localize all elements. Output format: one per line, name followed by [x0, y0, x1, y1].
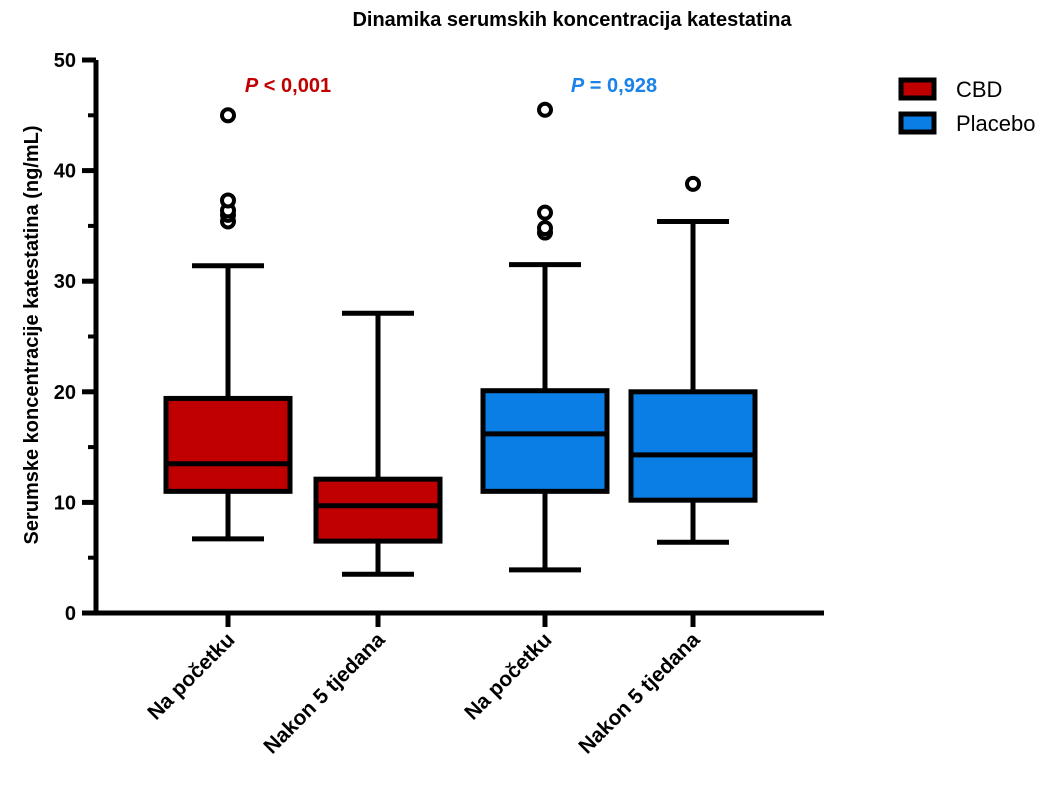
legend-label-cbd: CBD — [956, 77, 1002, 102]
y-tick-label-50: 50 — [54, 50, 76, 72]
outlier-placebo-1-3 — [537, 204, 553, 221]
y-tick-label-20: 20 — [54, 382, 76, 404]
p-symbol-placebo: P — [571, 75, 585, 97]
legend-label-placebo: Placebo — [956, 111, 1036, 136]
p-value-annotation-cbd: P < 0,001 — [245, 75, 331, 97]
y-tick-label-10: 10 — [54, 492, 76, 514]
x-tick-label-3: Na početku — [460, 628, 556, 724]
x-tick-label-1: Na početku — [143, 628, 239, 724]
outlier-cbd-1-5 — [220, 107, 236, 124]
outlier-placebo-2-1 — [685, 175, 701, 192]
box-cbd-1 — [163, 395, 293, 494]
outlier-cbd-1-4 — [220, 192, 236, 209]
y-tick-label-30: 30 — [54, 271, 76, 293]
p-symbol-cbd: P — [245, 75, 259, 97]
box-cbd-2 — [313, 476, 443, 544]
chart-title: Dinamika serumskih koncentracija katesta… — [352, 9, 792, 31]
x-tick-label-2: Nakon 5 tjedana — [259, 628, 389, 758]
y-tick-label-40: 40 — [54, 161, 76, 183]
p-value-text-placebo: = 0,928 — [584, 75, 657, 97]
p-value-annotation-placebo: P = 0,928 — [571, 75, 657, 97]
y-tick-label-0: 0 — [65, 603, 76, 625]
legend-swatch-cbd — [898, 77, 937, 101]
x-tick-label-4: Nakon 5 tjedana — [574, 628, 704, 758]
p-value-text-cbd: < 0,001 — [258, 75, 331, 97]
legend-swatch-placebo — [898, 111, 937, 135]
legend: CBD Placebo — [898, 77, 1036, 136]
box-placebo-1 — [480, 388, 610, 494]
boxes — [163, 101, 758, 577]
box-placebo-2 — [628, 389, 758, 503]
y-axis-label: Serumske koncentracije katestatina (ng/m… — [21, 125, 43, 544]
outlier-placebo-1-4 — [537, 101, 553, 118]
outlier-placebo-1-2 — [537, 220, 553, 237]
